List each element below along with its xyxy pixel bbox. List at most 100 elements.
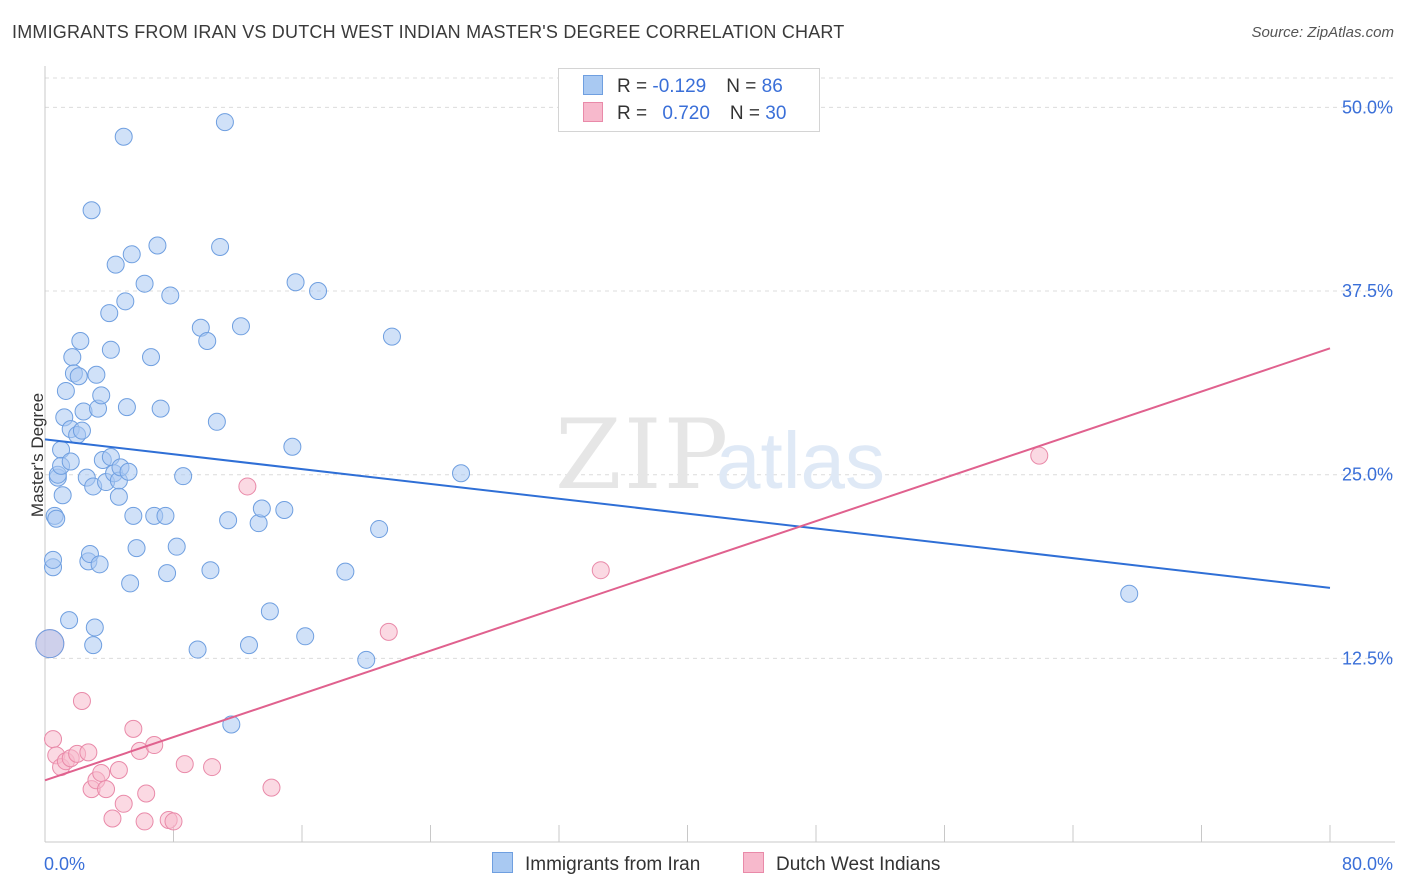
- watermark-zip: ZIP: [555, 399, 730, 511]
- data-point-iran: [275, 500, 294, 519]
- y-tick-label: 50.0%: [1342, 97, 1393, 117]
- y-tick-label: 37.5%: [1342, 281, 1393, 301]
- data-point-iran: [249, 514, 268, 533]
- tick-labels: 12.5% 25.0% 37.5% 50.0% 0.0% 80.0%: [44, 97, 1393, 874]
- data-point-iran: [71, 331, 90, 350]
- data-point-iran: [47, 509, 66, 528]
- trend-line-iran: [44, 438, 1331, 589]
- data-point-iran: [84, 636, 103, 655]
- data-point-iran: [336, 562, 355, 581]
- data-point-iran: [215, 113, 234, 132]
- data-point-iran: [119, 462, 138, 481]
- data-point-dutch: [103, 809, 122, 828]
- bottom-legend-swatch-dutch: [743, 852, 764, 873]
- legend-n-value-iran: 86: [761, 76, 783, 97]
- data-point-iran: [156, 506, 175, 525]
- data-point-iran: [135, 274, 154, 293]
- data-point-iran: [211, 237, 230, 256]
- trend-line-dutch: [44, 347, 1331, 782]
- legend-row-dutch: R = 0.720 N = 30: [583, 102, 786, 126]
- data-point-iran: [296, 627, 315, 646]
- data-point-iran: [121, 574, 140, 593]
- bottom-legend-iran: Immigrants from Iran: [492, 852, 700, 876]
- data-point-dutch: [114, 794, 133, 813]
- bottom-legend-swatch-iran: [492, 852, 513, 873]
- correlation-legend: R = -0.129 N = 86 R = 0.720 N = 30: [558, 68, 820, 132]
- data-point-iran: [198, 331, 217, 350]
- data-point-iran: [109, 487, 128, 506]
- data-point-iran: [60, 611, 79, 630]
- legend-r-value-iran: -0.129: [652, 76, 707, 97]
- data-point-iran: [370, 520, 389, 539]
- data-point-iran: [148, 236, 167, 255]
- data-point-iran: [142, 348, 161, 367]
- data-point-dutch: [379, 622, 398, 641]
- series-immigrants-from-iran: [35, 113, 1139, 734]
- data-point-dutch: [164, 812, 183, 831]
- legend-n-label-iran: N =: [726, 76, 762, 97]
- x-tick-label-max: 80.0%: [1342, 854, 1393, 874]
- data-point-dutch: [97, 780, 116, 799]
- data-point-iran: [61, 452, 80, 471]
- data-point-iran: [87, 365, 106, 384]
- data-point-iran: [452, 464, 471, 483]
- x-tick-label-min: 0.0%: [44, 854, 85, 874]
- trend-lines: [44, 347, 1331, 782]
- data-point-dutch: [137, 784, 156, 803]
- data-point-iran: [252, 499, 271, 518]
- series-dutch-west-indians: [35, 446, 1049, 831]
- data-point-iran: [309, 282, 328, 301]
- data-point-iran: [207, 412, 226, 431]
- data-point-iran: [90, 555, 109, 574]
- data-point-dutch: [262, 778, 281, 797]
- legend-n-value-dutch: 30: [765, 103, 787, 124]
- data-point-iran: [260, 602, 279, 621]
- legend-row-iran: R = -0.129 N = 86: [583, 75, 783, 99]
- data-point-iran: [127, 539, 146, 558]
- legend-swatch-dutch: [583, 102, 603, 122]
- y-tick-label: 25.0%: [1342, 465, 1393, 485]
- data-point-iran: [72, 421, 91, 440]
- data-point-iran: [117, 398, 136, 417]
- data-point-iran: [122, 245, 141, 264]
- bottom-legend-label-iran: Immigrants from Iran: [525, 854, 701, 875]
- data-point-iran: [174, 467, 193, 486]
- data-point-iran: [44, 550, 63, 569]
- legend-r-label-iran: R =: [617, 76, 653, 97]
- data-point-iran: [63, 348, 82, 367]
- data-point-dutch: [124, 719, 143, 738]
- data-point-dutch: [92, 763, 111, 782]
- data-point-iran: [106, 255, 125, 274]
- data-point-iran: [92, 386, 111, 405]
- data-point-iran: [151, 399, 170, 418]
- data-point-iran: [69, 367, 88, 386]
- data-point-iran: [56, 381, 75, 400]
- data-point-iran: [161, 286, 180, 305]
- data-point-iran: [1120, 584, 1139, 603]
- data-point-dutch: [44, 730, 63, 749]
- legend-r-value-dutch: 0.720: [662, 103, 710, 124]
- data-point-dutch: [72, 691, 91, 710]
- data-point-dutch: [145, 736, 164, 755]
- legend-swatch-iran: [583, 75, 603, 95]
- legend-r-label-dutch: R =: [617, 103, 653, 124]
- data-point-dutch: [238, 477, 257, 496]
- data-point-iran: [382, 327, 401, 346]
- y-axis-label: Master's Degree: [28, 392, 47, 518]
- data-point-iran: [219, 511, 238, 530]
- data-point-iran: [85, 618, 104, 637]
- data-point-dutch: [175, 755, 194, 774]
- watermark: ZIP atlas: [555, 399, 885, 511]
- data-point-iran: [239, 636, 258, 655]
- data-point-iran: [222, 715, 241, 734]
- bottom-legend-label-dutch: Dutch West Indians: [776, 854, 941, 875]
- data-point-iran: [116, 292, 135, 311]
- data-point-iran: [53, 486, 72, 505]
- axes: [44, 66, 1395, 843]
- data-point-dutch: [109, 761, 128, 780]
- data-point-iran: [286, 273, 305, 292]
- data-point-iran: [231, 317, 250, 336]
- data-point-iran: [82, 201, 101, 220]
- legend-n-label-dutch: N =: [729, 103, 766, 124]
